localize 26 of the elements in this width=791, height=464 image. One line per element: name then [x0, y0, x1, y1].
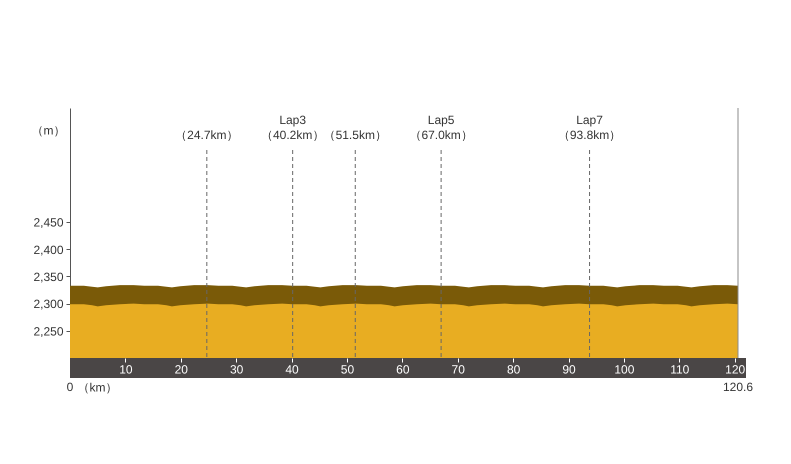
x-tick-label: 40 [285, 362, 300, 376]
y-tick-label: 2,450 [33, 216, 64, 230]
ref-line-label: Lap7 （93.8km） [558, 113, 622, 142]
x-tick-label: 10 [119, 362, 133, 376]
x-tick-label: 70 [452, 362, 466, 376]
x-tick-label: 120 [725, 362, 746, 376]
text: 0 [66, 380, 74, 394]
y-tick-label: 2,250 [33, 324, 64, 338]
y-axis-title: （m） [32, 124, 66, 138]
ref-line-label: Lap5 （67.0km） [409, 113, 473, 142]
x-tick-label: 90 [562, 362, 576, 376]
x-tick-label: 20 [174, 362, 188, 376]
x-tick-label: 50 [340, 362, 354, 376]
y-tick-label: 2,350 [33, 270, 64, 284]
x-tick-label: 110 [670, 362, 690, 376]
x-tick-label: 100 [614, 362, 635, 376]
x-axis-title: （km） [78, 380, 118, 394]
ref-line-label: Lap3 （40.2km） [260, 113, 324, 142]
x-tick-label: 30 [230, 362, 244, 376]
y-tick-label: 2,300 [33, 297, 64, 312]
text: 120.6 [722, 380, 754, 394]
ref-line-label: （24.7km） [175, 128, 238, 142]
ref-line-label: （51.5km） [324, 128, 387, 142]
y-tick-label: 2,400 [33, 242, 64, 257]
x-tick-label: 60 [396, 362, 410, 376]
x-tick-label: 80 [506, 362, 521, 376]
